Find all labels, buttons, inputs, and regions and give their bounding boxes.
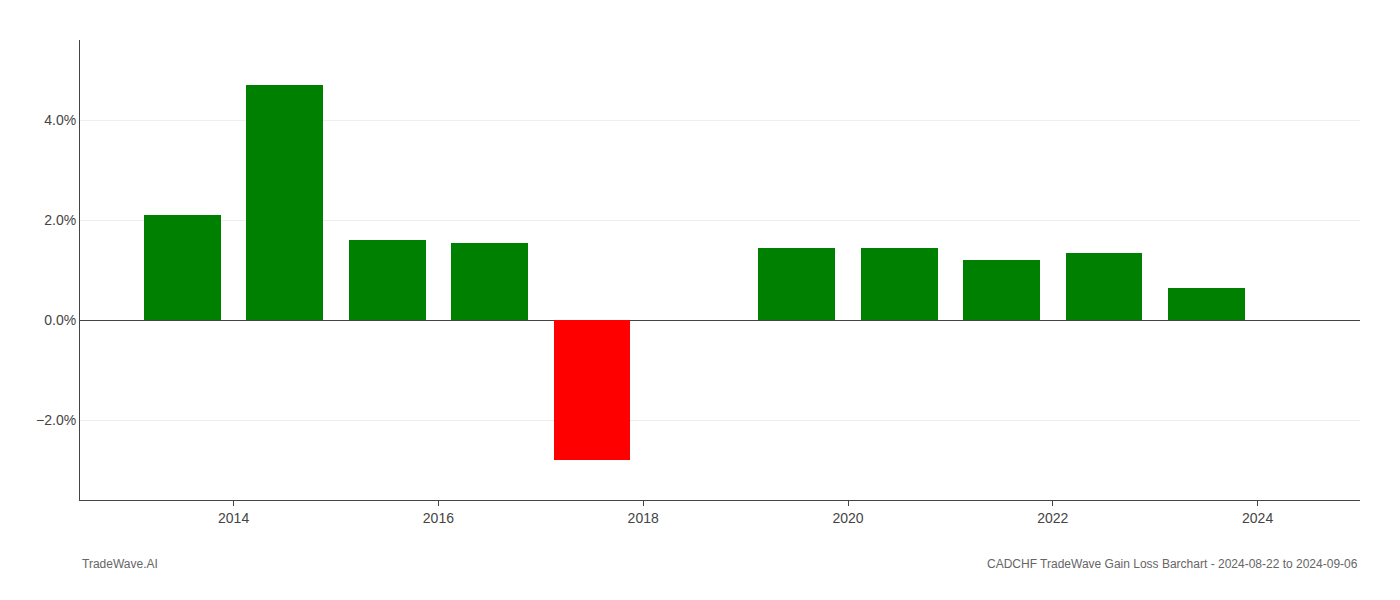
svg-text:4.0%: 4.0% [44, 112, 76, 128]
svg-text:2022: 2022 [1037, 510, 1068, 526]
svg-text:−2.0%: −2.0% [36, 412, 76, 428]
svg-text:2024: 2024 [1242, 510, 1273, 526]
svg-text:CADCHF TradeWave Gain Loss Bar: CADCHF TradeWave Gain Loss Barchart - 20… [987, 557, 1358, 571]
svg-text:TradeWave.AI: TradeWave.AI [82, 557, 158, 571]
svg-text:2020: 2020 [832, 510, 863, 526]
svg-text:2018: 2018 [628, 510, 659, 526]
svg-text:2014: 2014 [218, 510, 249, 526]
svg-text:2.0%: 2.0% [44, 212, 76, 228]
svg-text:2016: 2016 [423, 510, 454, 526]
svg-text:0.0%: 0.0% [44, 312, 76, 328]
